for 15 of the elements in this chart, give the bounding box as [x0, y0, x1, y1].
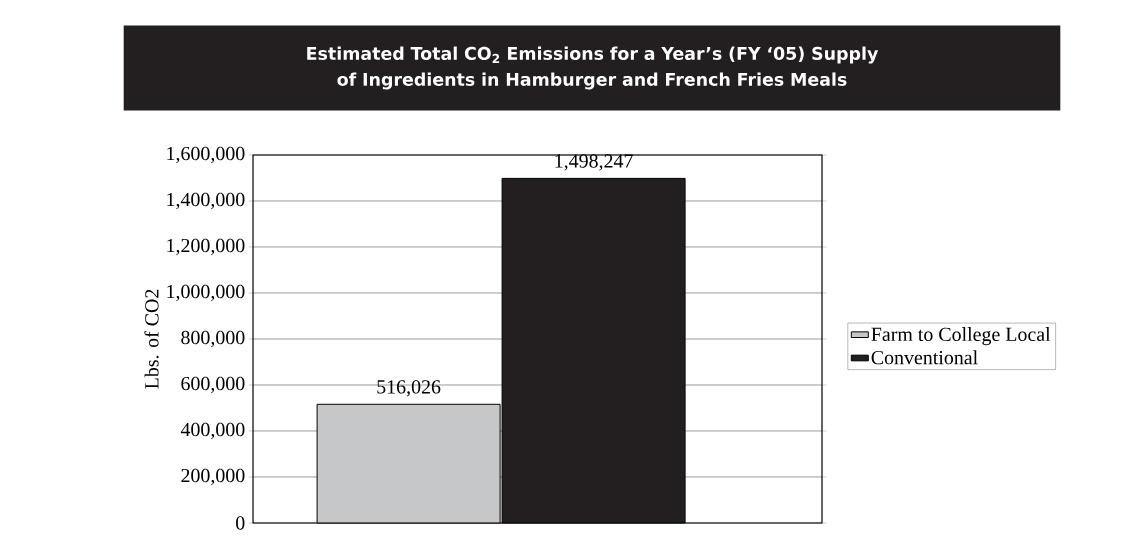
y-tick-label: 400,000 — [180, 422, 245, 440]
y-tick-label: 1,000,000 — [167, 284, 245, 302]
y-tick-label: 0 — [236, 516, 245, 530]
y-tick-label: 600,000 — [181, 376, 245, 394]
data-label: 1,498,247 — [555, 154, 633, 171]
y-axis-title: Lbs. of CO2 — [144, 289, 159, 389]
legend-label: Farm to College Local — [871, 327, 1051, 346]
y-tick-label: 1,600,000 — [167, 146, 245, 164]
y-tick-label: 1,400,000 — [167, 192, 245, 210]
y-tick-label: 1,200,000 — [167, 238, 245, 256]
chart-title: Estimated Total CO$_{2}$ Emissions for a Year’s (FY ‘05) Supply of Ingredients in Hamburger and French Fries Meals — [307, 46, 879, 90]
legend-label: Conventional — [871, 350, 978, 365]
y-tick-label: 200,000 — [181, 468, 245, 486]
y-tick-label: 800,000 — [181, 330, 245, 348]
data-label: 516,026 — [377, 380, 441, 397]
